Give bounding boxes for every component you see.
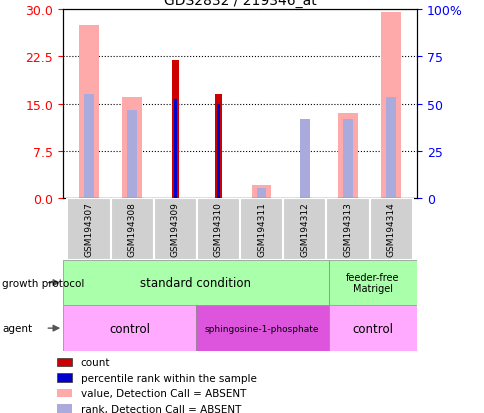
Text: rank, Detection Call = ABSENT: rank, Detection Call = ABSENT [80, 404, 241, 413]
Bar [63, 260, 328, 306]
Text: count: count [80, 357, 110, 367]
Title: GDS2832 / 219346_at: GDS2832 / 219346_at [164, 0, 316, 8]
Bar [153, 198, 197, 260]
Bar [171, 60, 179, 198]
Bar [57, 404, 72, 413]
Bar [216, 104, 220, 198]
Bar [84, 95, 93, 198]
Text: GSM194310: GSM194310 [213, 202, 223, 256]
Bar [369, 198, 412, 260]
Bar [326, 198, 369, 260]
Bar [57, 389, 72, 397]
Bar [63, 306, 196, 351]
Bar [257, 189, 266, 198]
Bar [173, 100, 177, 198]
Bar [214, 95, 222, 198]
Bar [57, 373, 72, 382]
Bar [57, 358, 72, 367]
Bar [328, 260, 416, 306]
Text: GSM194308: GSM194308 [127, 202, 136, 256]
Bar [196, 306, 328, 351]
Text: standard condition: standard condition [140, 276, 251, 290]
Bar [328, 306, 416, 351]
Bar [197, 198, 240, 260]
Bar [343, 120, 352, 198]
Text: feeder-free
Matrigel: feeder-free Matrigel [346, 272, 399, 294]
Text: sphingosine-1-phosphate: sphingosine-1-phosphate [205, 324, 319, 333]
Bar [110, 198, 153, 260]
Text: GSM194312: GSM194312 [300, 202, 309, 256]
Bar [122, 98, 141, 198]
Text: GSM194314: GSM194314 [386, 202, 395, 256]
Text: agent: agent [2, 323, 32, 333]
Bar [386, 98, 395, 198]
Bar [381, 14, 400, 198]
Text: percentile rank within the sample: percentile rank within the sample [80, 373, 256, 383]
Text: value, Detection Call = ABSENT: value, Detection Call = ABSENT [80, 388, 245, 398]
Bar [79, 26, 98, 198]
Text: growth protocol: growth protocol [2, 278, 85, 288]
Text: GSM194307: GSM194307 [84, 202, 93, 256]
Bar [127, 111, 136, 198]
Bar [251, 186, 271, 198]
Bar [67, 198, 110, 260]
Text: GSM194311: GSM194311 [257, 202, 266, 256]
Text: GSM194313: GSM194313 [343, 202, 352, 256]
Bar [338, 114, 357, 198]
Text: GSM194309: GSM194309 [170, 202, 180, 256]
Bar [300, 120, 309, 198]
Text: control: control [109, 322, 150, 335]
Bar [240, 198, 283, 260]
Bar [283, 198, 326, 260]
Text: control: control [351, 322, 393, 335]
